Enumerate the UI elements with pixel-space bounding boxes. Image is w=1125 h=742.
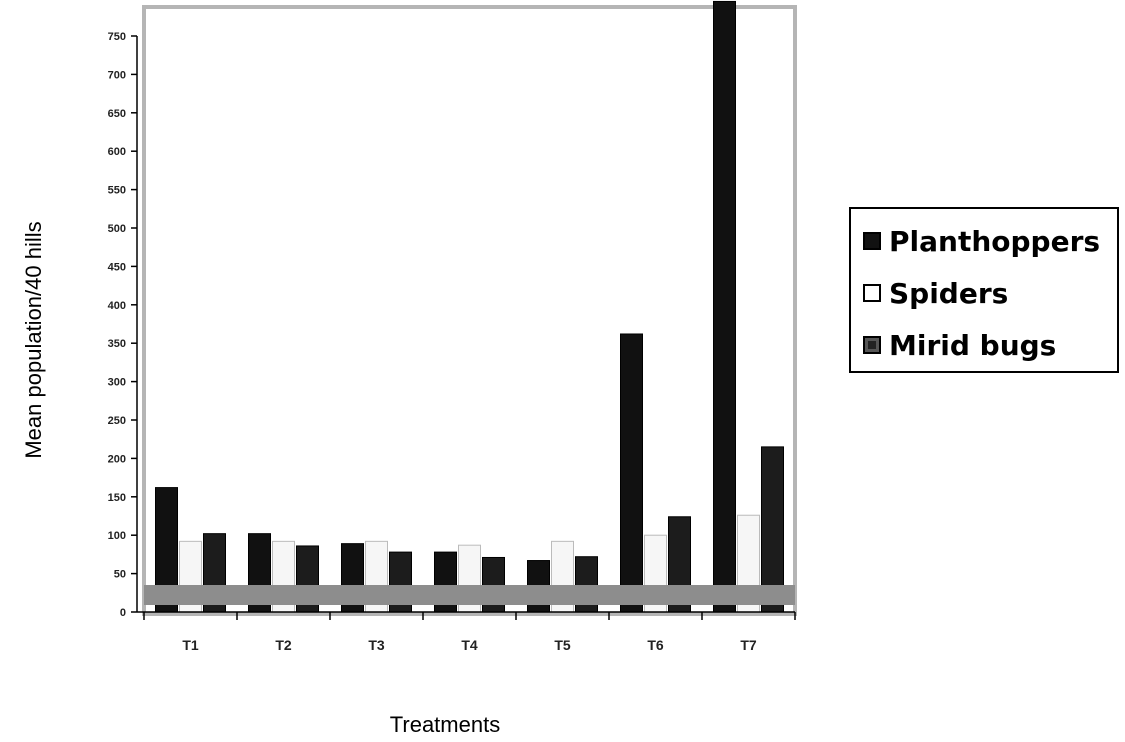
- x-tick-label-t2: T2: [275, 637, 292, 653]
- x-axis-label: Treatments: [389, 712, 501, 737]
- y-ticks: 0 50 100 150 200 250 300 350 400 450 500 550 600 650 7…: [108, 31, 137, 619]
- plot-border: [142, 5, 797, 616]
- legend-swatch-planthoppers: [863, 232, 881, 250]
- bar-planthoppers-t7: [713, 0, 736, 613]
- y-tick-label: 0: [120, 607, 126, 619]
- x-tick-label-t6: T6: [647, 637, 664, 653]
- y-tick-label: 550: [108, 185, 126, 197]
- legend-label-mirid-bugs: Mirid bugs: [889, 328, 1057, 362]
- y-tick-label: 250: [108, 415, 126, 427]
- y-tick-label: 600: [108, 146, 126, 158]
- legend-item-mirid-bugs: Mirid bugs: [863, 325, 1056, 365]
- y-tick-label: 500: [108, 223, 126, 235]
- legend-label-spiders: Spiders: [889, 276, 1009, 310]
- y-tick-label: 350: [108, 338, 126, 350]
- x-tick-label-t3: T3: [368, 637, 385, 653]
- bar-planthoppers-t6: [620, 333, 643, 613]
- y-tick-label: 150: [108, 492, 126, 504]
- legend-label-planthoppers: Planthoppers: [889, 224, 1101, 258]
- x-tick-label-t4: T4: [461, 637, 478, 653]
- y-axis-label: Mean population/40 hills: [21, 221, 46, 459]
- y-tick-label: 750: [108, 31, 126, 43]
- legend-swatch-spiders: [863, 284, 881, 302]
- x-tick-label-t5: T5: [554, 637, 571, 653]
- legend-item-planthoppers: Planthoppers: [863, 221, 1100, 261]
- legend-item-spiders: Spiders: [863, 273, 1008, 313]
- y-tick-label: 450: [108, 261, 126, 273]
- x-tick-label-t1: T1: [182, 637, 199, 653]
- y-tick-label: 650: [108, 108, 126, 120]
- y-tick-label: 400: [108, 300, 126, 312]
- legend: Planthoppers Spiders Mirid bugs: [849, 207, 1119, 373]
- x-tick-label-t7: T7: [740, 637, 757, 653]
- x-ticks: T1 T2 T3 T4 T5 T6 T7: [143, 612, 796, 653]
- y-tick-label: 100: [108, 530, 126, 542]
- y-tick-label: 200: [108, 453, 126, 465]
- baseline-band: [144, 585, 795, 605]
- y-tick-label: 300: [108, 377, 126, 389]
- legend-swatch-mirid-bugs: [863, 336, 881, 354]
- y-tick-label: 700: [108, 69, 126, 81]
- y-tick-label: 50: [114, 569, 126, 581]
